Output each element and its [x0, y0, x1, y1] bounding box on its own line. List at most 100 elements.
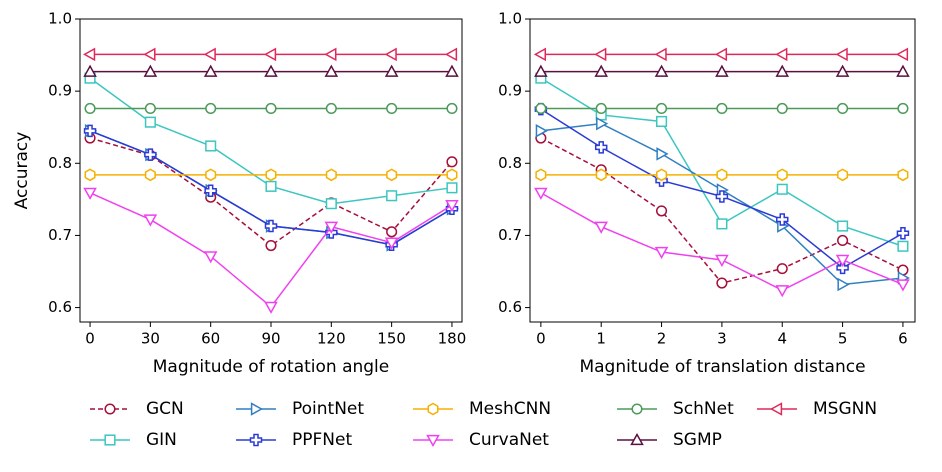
x-tick-label: 0 — [85, 330, 95, 348]
legend-marker — [249, 433, 263, 447]
marker — [83, 124, 97, 138]
marker — [836, 261, 849, 275]
marker — [535, 168, 547, 182]
marker — [837, 168, 849, 182]
marker — [776, 263, 788, 275]
legend-marker — [250, 402, 264, 416]
marker — [204, 184, 217, 197]
marker — [205, 140, 217, 152]
marker — [203, 47, 216, 62]
marker — [446, 168, 458, 182]
marker — [656, 205, 668, 217]
marker — [265, 168, 277, 182]
marker — [656, 168, 668, 182]
marker — [324, 221, 339, 234]
legend-marker — [769, 402, 783, 416]
marker — [264, 301, 278, 314]
marker — [837, 102, 849, 115]
marker — [265, 239, 277, 252]
marker — [715, 64, 729, 77]
legend-label: PointNet — [292, 399, 364, 419]
marker — [656, 147, 669, 161]
marker — [324, 64, 339, 77]
marker — [594, 141, 608, 154]
marker — [897, 102, 909, 115]
x-tick-label: 90 — [261, 330, 280, 348]
legend-marker — [427, 402, 439, 416]
marker — [83, 64, 97, 77]
y-axis-label: Accuracy — [12, 132, 32, 210]
marker — [897, 168, 909, 182]
marker — [835, 254, 850, 268]
marker — [265, 180, 277, 192]
marker — [595, 168, 607, 182]
marker — [446, 182, 458, 194]
marker — [594, 221, 608, 234]
x-tick-label: 6 — [898, 330, 908, 348]
marker — [205, 102, 217, 115]
y-tick-label: 0.9 — [48, 82, 72, 100]
x-tick-label: 180 — [438, 330, 467, 348]
marker — [835, 47, 848, 62]
marker — [84, 168, 96, 182]
y-tick-label: 0.7 — [48, 226, 72, 244]
marker — [324, 47, 337, 62]
marker — [143, 214, 158, 227]
marker — [144, 148, 157, 161]
marker — [386, 102, 398, 115]
marker — [265, 102, 277, 115]
marker — [205, 168, 217, 182]
marker — [143, 47, 156, 62]
y-tick-label: 1.0 — [498, 10, 522, 28]
marker — [594, 47, 607, 62]
legend-label: SchNet — [673, 399, 734, 419]
marker — [144, 116, 156, 128]
marker — [776, 168, 788, 182]
marker — [445, 199, 459, 213]
marker — [144, 168, 156, 182]
marker — [775, 285, 790, 298]
x-tick-label: 1 — [596, 330, 606, 348]
legend-marker — [426, 434, 440, 448]
marker — [83, 187, 97, 200]
legend-marker — [630, 432, 644, 446]
x-tick-label: 30 — [141, 330, 160, 348]
y-tick-label: 0.6 — [498, 298, 522, 316]
legend-label: MeshCNN — [469, 399, 551, 419]
marker — [896, 279, 910, 292]
marker — [656, 115, 668, 127]
legend-marker — [104, 403, 116, 415]
marker — [835, 64, 850, 77]
marker — [715, 190, 729, 203]
marker — [776, 183, 788, 195]
marker — [654, 64, 669, 77]
legend-label: SGMP — [673, 430, 722, 450]
marker — [84, 102, 96, 115]
marker — [595, 102, 607, 115]
marker — [534, 64, 548, 77]
marker — [386, 168, 398, 182]
marker — [897, 240, 909, 252]
y-tick-label: 1.0 — [48, 10, 72, 28]
marker — [716, 218, 728, 230]
marker — [534, 187, 548, 200]
marker — [384, 47, 397, 62]
x-tick-label: 0 — [536, 330, 546, 348]
legend-marker — [631, 403, 643, 415]
series-line — [540, 192, 904, 292]
marker — [716, 277, 728, 289]
marker — [263, 47, 277, 62]
marker — [775, 47, 788, 62]
y-tick-label: 0.8 — [48, 154, 72, 172]
marker — [837, 277, 850, 292]
legend-label: PPFNet — [292, 430, 352, 450]
marker — [594, 64, 608, 77]
marker — [325, 168, 337, 182]
plot-frame — [529, 18, 916, 323]
marker — [264, 64, 278, 77]
legend-marker — [104, 434, 116, 446]
marker — [716, 102, 728, 115]
x-axis-label: Magnitude of rotation angle — [153, 357, 390, 377]
legend-label: GCN — [146, 399, 184, 419]
